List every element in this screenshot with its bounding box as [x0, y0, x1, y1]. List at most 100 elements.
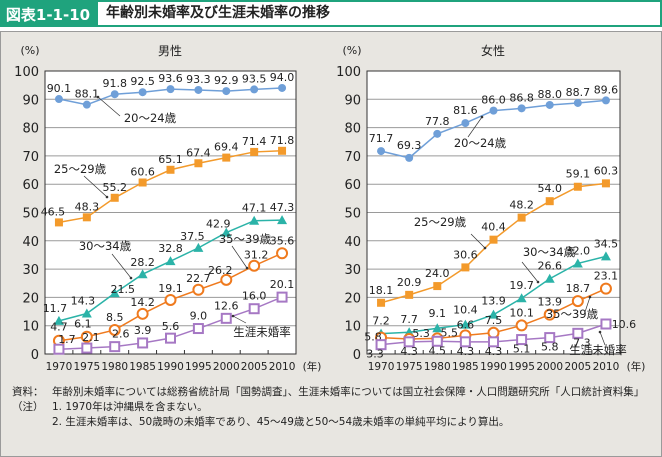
data-label: 13.9 [481, 295, 506, 308]
y-axis-label: (%) [20, 44, 39, 57]
data-label: 69.3 [397, 139, 422, 152]
data-point [545, 100, 554, 109]
series-4: 3.3 4.3 4.5 4.3 4.3 5.1 5.8 7.3 10.6 生涯未婚率 [366, 318, 636, 361]
data-point [488, 309, 499, 319]
data-label: 6.6 [457, 318, 475, 331]
data-point [432, 323, 443, 333]
data-label: 30.6 [453, 248, 478, 261]
y-tick-label: 20 [22, 291, 39, 306]
data-label: 37.5 [180, 230, 205, 243]
series-4: 1.7 2.1 2.6 3.9 5.6 9.0 12.616.020.1 生涯未婚率 [53, 278, 294, 355]
data-point [220, 273, 233, 286]
data-point [516, 334, 528, 346]
x-tick-label: 1985 [452, 361, 479, 373]
x-tick-label: 1975 [73, 361, 100, 373]
data-point [110, 193, 119, 202]
data-point [461, 263, 470, 272]
data-point [54, 95, 63, 104]
source-text: 年齢別未婚率については総務省統計局「国勢調査」、生涯未婚率については国立社会保障… [52, 386, 645, 398]
leader-arrowhead [480, 115, 484, 119]
series-0: 90.1 88.191.8 92.5 93.6 93.3 92.9 93.5 94.0 20～2… [47, 71, 295, 125]
data-point [192, 323, 204, 335]
series-name-label: 生涯未婚率 [569, 343, 627, 357]
note-key: （注） [12, 401, 44, 413]
series-name-label: 25～29歳 [414, 215, 467, 229]
series-0: 71.769.377.881.686.0 86.8 88.0 88.7 89.6 20～2… [369, 83, 619, 162]
data-label: 4.3 [485, 345, 503, 358]
data-point [515, 319, 528, 332]
y-tick-label: 80 [22, 122, 39, 137]
data-label: 90.1 [47, 82, 72, 95]
data-point [543, 308, 556, 321]
data-label: 93.5 [242, 72, 267, 85]
data-point [109, 341, 121, 353]
y-tick-label: 100 [14, 65, 39, 80]
data-label: 88.1 [75, 88, 100, 101]
data-point [137, 337, 149, 349]
leader-line [111, 253, 132, 279]
data-point [516, 293, 527, 303]
series-name-label: 30～34歳 [79, 239, 132, 253]
y-tick-label: 100 [336, 65, 361, 80]
data-point [545, 197, 554, 206]
data-point [166, 165, 175, 174]
data-point [278, 146, 287, 155]
leader-arrowhead [231, 314, 235, 318]
data-label: 2.6 [112, 328, 130, 341]
data-point [248, 303, 260, 315]
y-tick-label: 90 [344, 93, 361, 108]
leader-line [584, 296, 591, 313]
x-tick-label: 2010 [593, 361, 620, 373]
data-point [461, 119, 470, 128]
data-point [194, 85, 203, 94]
data-label: 89.6 [594, 83, 619, 96]
data-label: 92.9 [214, 74, 239, 87]
data-label: 2.1 [82, 331, 100, 344]
y-tick-label: 0 [31, 348, 39, 363]
data-point [377, 147, 386, 156]
data-point [138, 178, 147, 187]
data-label: 24.0 [425, 267, 450, 280]
data-point [277, 215, 288, 225]
leader-line [470, 233, 486, 249]
data-label: 8.5 [106, 311, 124, 324]
data-label: 4.3 [400, 345, 418, 358]
data-label: 28.2 [130, 256, 155, 269]
data-point [248, 259, 261, 272]
data-label: 46.5 [41, 205, 66, 218]
y-tick-label: 10 [344, 320, 361, 335]
data-point [53, 315, 64, 325]
y-tick-label: 30 [22, 263, 39, 278]
data-point [194, 159, 203, 168]
data-label: 11.7 [43, 302, 68, 315]
data-point [82, 100, 91, 109]
data-label: 47.1 [242, 202, 267, 215]
data-point [109, 288, 120, 298]
data-point [54, 218, 63, 227]
data-point [600, 318, 612, 330]
data-label: 10.6 [612, 318, 637, 331]
data-label: 7.3 [573, 336, 591, 349]
data-label: 71.4 [242, 135, 267, 148]
data-point [276, 291, 288, 303]
data-label: 91.8 [102, 77, 127, 90]
leader-line [521, 261, 539, 283]
data-label: 3.3 [366, 348, 384, 361]
data-label: 86.8 [509, 91, 534, 104]
data-label: 88.7 [566, 86, 591, 99]
data-label: 26.2 [208, 264, 233, 277]
data-point [573, 98, 582, 107]
data-point [573, 182, 582, 191]
plot-frame [44, 70, 297, 355]
data-point [572, 258, 583, 268]
data-point [249, 215, 260, 225]
y-tick-label: 70 [344, 150, 361, 165]
data-point [220, 312, 232, 324]
x-tick-label: 1995 [185, 361, 212, 373]
leader-arrowhead [588, 295, 592, 299]
series-2: 11.714.3 21.5 28.232.837.542.9 47.1 47.3 30～3… [43, 201, 294, 325]
leader-line [83, 175, 108, 198]
series-name-label: 20～24歳 [454, 136, 507, 150]
data-label: 92.5 [130, 75, 155, 88]
